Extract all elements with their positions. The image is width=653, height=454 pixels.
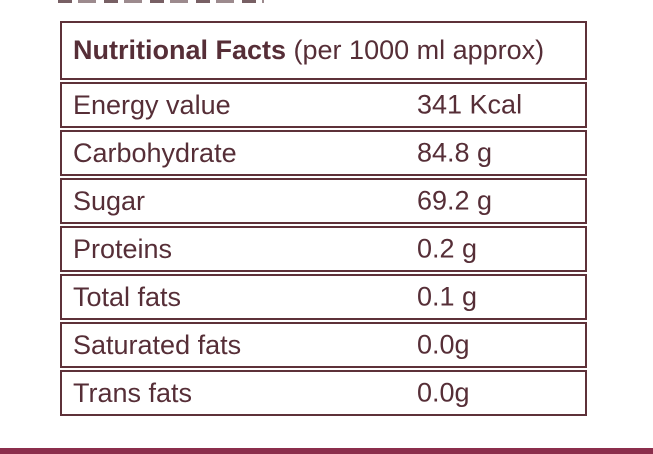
nutrient-value: 0.1 g [417, 281, 478, 312]
bottom-accent-bar [0, 448, 653, 454]
table-title: Nutritional Facts [73, 35, 287, 65]
nutrient-value: 0.2 g [417, 233, 478, 264]
table-title-subtext: (per 1000 ml approx) [286, 35, 545, 65]
nutrient-label: Saturated fats [73, 329, 242, 360]
nutrient-label: Energy value [73, 89, 231, 120]
table-row: Proteins 0.2 g [60, 226, 587, 272]
nutrient-label: Proteins [73, 233, 173, 264]
nutrient-value: 341 Kcal [417, 89, 523, 120]
nutrient-label: Total fats [73, 281, 182, 312]
table-row: Total fats 0.1 g [60, 274, 587, 320]
nutrient-label: Trans fats [73, 377, 193, 408]
cropped-text-remnant [58, 0, 264, 3]
table-row: Saturated fats 0.0g [60, 322, 587, 368]
nutrient-value: 69.2 g [417, 185, 493, 216]
nutrient-label: Sugar [73, 185, 146, 216]
table-row: Sugar 69.2 g [60, 178, 587, 224]
table-header-row: Nutritional Facts (per 1000 ml approx) [60, 21, 587, 80]
table-row: Energy value 341 Kcal [60, 82, 587, 128]
table-row: Trans fats 0.0g [60, 370, 587, 416]
nutrient-value: 0.0g [417, 329, 470, 360]
table-row: Carbohydrate 84.8 g [60, 130, 587, 176]
nutritional-facts-table: Nutritional Facts (per 1000 ml approx) E… [60, 21, 587, 416]
nutrient-label: Carbohydrate [73, 137, 237, 168]
nutrient-value: 84.8 g [417, 137, 493, 168]
nutrient-value: 0.0g [417, 377, 470, 408]
